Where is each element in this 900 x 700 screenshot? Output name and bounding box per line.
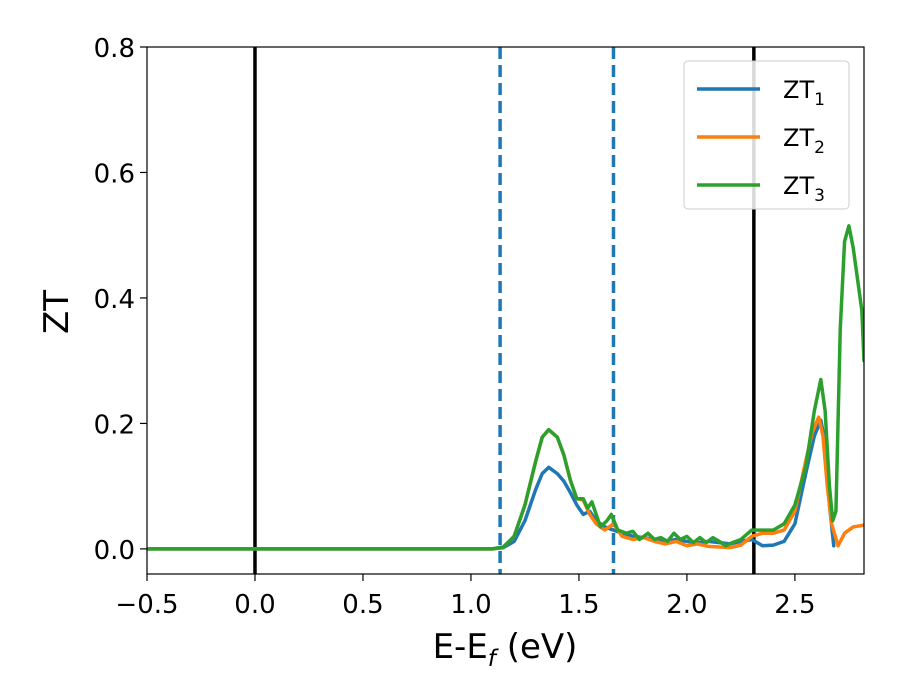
- series-line-zt3: [147, 224, 864, 551]
- y-axis-label: ZT: [37, 290, 77, 334]
- series-lines: [147, 224, 864, 551]
- y-tick-label: 0.4: [94, 285, 135, 315]
- y-tick-label: 0.0: [94, 536, 135, 566]
- y-tick-label: 0.8: [94, 34, 135, 64]
- x-tick-label: −0.5: [115, 590, 178, 620]
- legend: ZT1 ZT2 ZT3: [683, 60, 850, 210]
- legend-box: [683, 60, 850, 210]
- y-tick-label: 0.2: [94, 410, 135, 440]
- y-tick-label: 0.6: [94, 159, 135, 189]
- x-tick-label: 2.5: [774, 590, 815, 620]
- x-tick-label: 2.0: [666, 590, 707, 620]
- x-axis-ticks: −0.5 0.0 0.5 1.0 1.5 2.0 2.5: [115, 574, 816, 620]
- y-axis-ticks: 0.0 0.2 0.4 0.6 0.8: [94, 34, 147, 566]
- x-tick-label: 1.0: [450, 590, 491, 620]
- legend-label-zt1: ZT1: [783, 76, 825, 110]
- legend-label-zt2: ZT2: [783, 124, 825, 158]
- x-tick-label: 1.5: [558, 590, 599, 620]
- legend-label-zt3: ZT3: [783, 172, 825, 206]
- x-axis-label: E-Ef (eV): [433, 627, 578, 672]
- x-tick-label: 0.5: [342, 590, 383, 620]
- plot-frame: [146, 46, 865, 575]
- x-tick-label: 0.0: [234, 590, 275, 620]
